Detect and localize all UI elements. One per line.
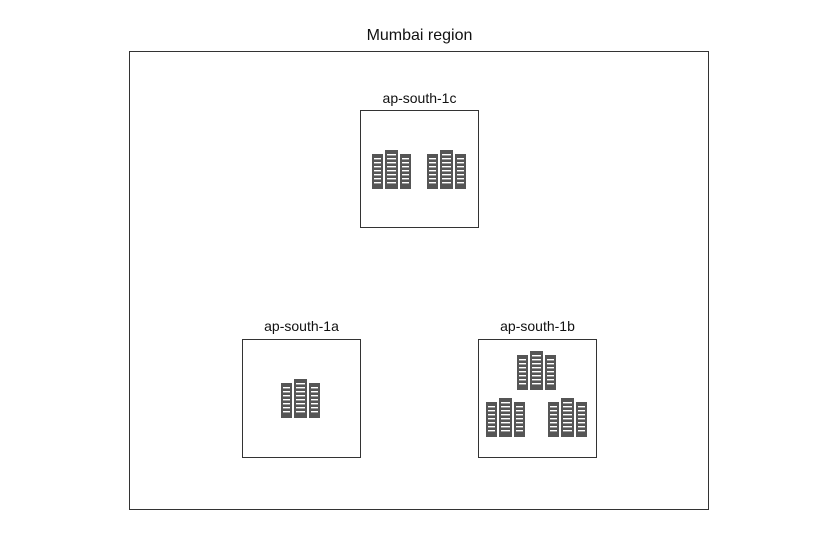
zone-box-ap-south-1b	[478, 339, 597, 458]
server-rack-icon	[485, 397, 526, 438]
zone-label-ap-south-1b: ap-south-1b	[500, 318, 575, 334]
server-rack-icon	[371, 149, 412, 190]
region-boundary	[129, 51, 709, 510]
server-rack-icon	[516, 350, 557, 391]
zone-box-ap-south-1c	[360, 110, 479, 228]
server-rack-icon	[426, 149, 467, 190]
server-rack-icon	[547, 397, 588, 438]
server-rack-icon	[280, 378, 321, 419]
region-title: Mumbai region	[366, 27, 473, 44]
zone-label-ap-south-1c: ap-south-1c	[382, 90, 457, 106]
zone-box-ap-south-1a	[242, 339, 361, 458]
zone-label-ap-south-1a: ap-south-1a	[264, 318, 339, 334]
